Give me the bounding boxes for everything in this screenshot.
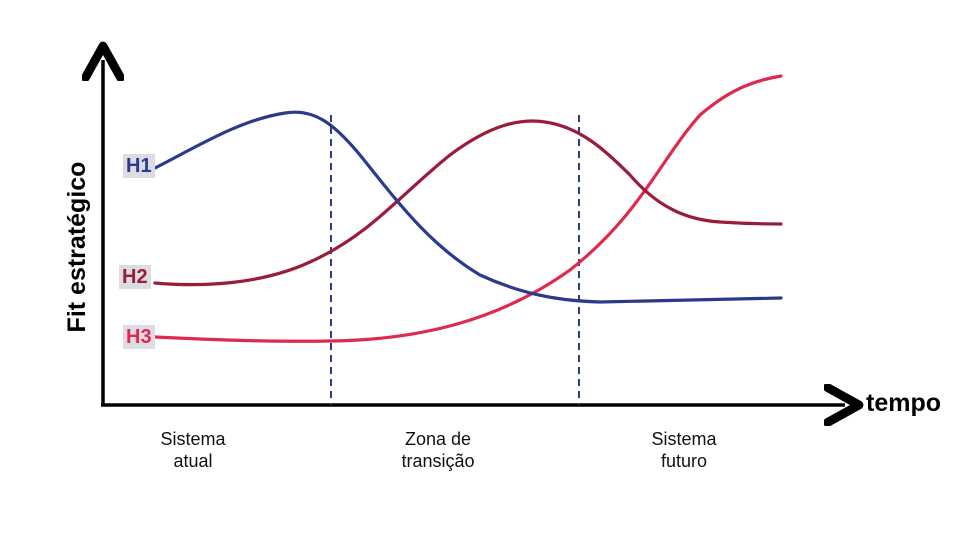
zone-transition-label: Zona de transição: [358, 428, 518, 472]
h1-curve: [155, 112, 781, 302]
zone-future-label: Sistema futuro: [604, 428, 764, 472]
h2-label: H2: [119, 265, 151, 289]
h2-curve: [155, 121, 781, 285]
h3-label: H3: [123, 325, 155, 349]
zone-current-label: Sistema atual: [113, 428, 273, 472]
x-axis-title: tempo: [866, 388, 941, 418]
y-axis-title: Fit estratégico: [62, 142, 92, 352]
h1-label: H1: [123, 154, 155, 178]
